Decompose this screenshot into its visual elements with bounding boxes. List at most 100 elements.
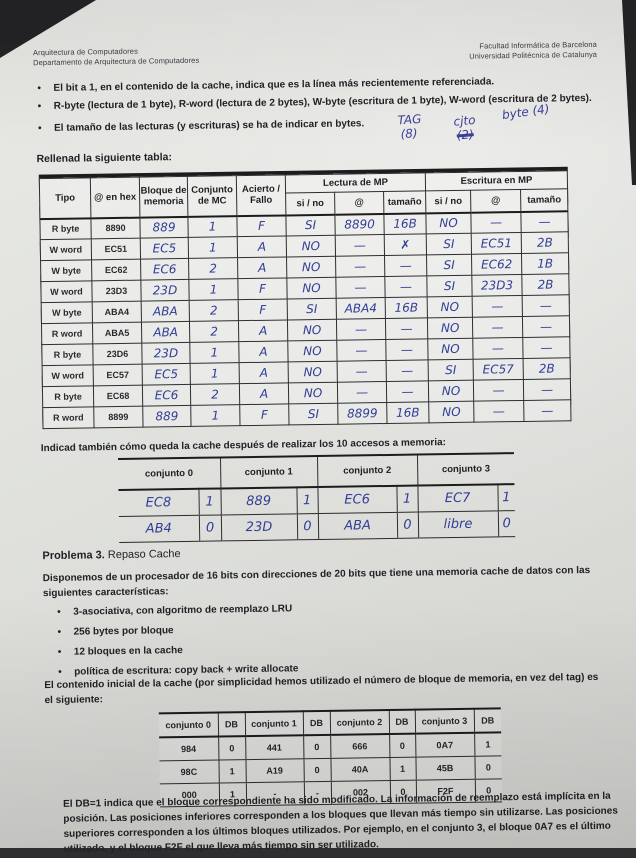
- cell-set: 1: [188, 236, 238, 259]
- cell-db: 1: [389, 757, 416, 781]
- cell-rd-addr: —: [337, 381, 387, 404]
- cell-hex: 23D6: [92, 343, 143, 365]
- cell-block: 23D: [220, 513, 298, 541]
- cell-lru-bit: 0: [296, 513, 319, 540]
- cell-hex: ABA5: [92, 322, 142, 344]
- set-header: conjunto 3: [416, 453, 515, 486]
- cell-bloque: EC5: [140, 237, 189, 260]
- col-header-db: DB: [217, 712, 246, 737]
- cell-rd-addr: —: [335, 255, 385, 278]
- cell-hex: 8899: [93, 406, 144, 428]
- cell-wr-sino: NO: [427, 317, 473, 339]
- col-header-set: conjunto 0: [158, 712, 219, 738]
- problema3-title: Problema 3. Repaso Cache: [42, 548, 180, 562]
- cell-rd-addr: ABA4: [336, 297, 386, 320]
- group-header-lectura: Lectura de MP: [285, 172, 426, 193]
- cell-block: 45B: [415, 756, 475, 781]
- cell-hit: A: [239, 361, 289, 384]
- cell-bloque: EC6: [140, 258, 189, 281]
- cell-block: ABA: [317, 512, 398, 540]
- cell-hit: A: [238, 340, 289, 363]
- cell-hit: A: [239, 382, 289, 405]
- col-header-hex: @ en hex: [90, 177, 140, 218]
- cell-hex: 23D3: [91, 280, 142, 302]
- cell-hex: EC68: [93, 385, 143, 407]
- cell-rd-tam: —: [384, 275, 428, 298]
- cell-bloque: ABA: [141, 321, 190, 344]
- cell-tipo: R byte: [39, 217, 92, 240]
- cell-set: 2: [189, 320, 239, 343]
- cell-hex: EC62: [91, 259, 141, 281]
- cell-rd-sino: SI: [288, 403, 339, 425]
- cell-block: 984: [159, 736, 219, 761]
- bullet-item: 3-asociativa, con algoritmo de reemplazo…: [55, 598, 595, 620]
- cell-hit: F: [238, 298, 288, 321]
- cell-rd-tam: —: [385, 317, 428, 340]
- cell-lru-bit: 0: [497, 510, 516, 537]
- cell-rd-sino: NO: [286, 256, 336, 278]
- cell-bloque: EC5: [142, 363, 191, 386]
- cell-rd-sino: NO: [287, 340, 338, 362]
- cell-wr-tam: —: [520, 210, 569, 233]
- cell-wr-sino: NO: [428, 401, 475, 423]
- cell-block: EC8: [118, 488, 199, 517]
- col-header-db: DB: [302, 710, 331, 736]
- cell-wr-addr: —: [473, 400, 525, 423]
- cell-hit: A: [238, 319, 288, 342]
- cell-rd-tam: —: [386, 359, 429, 382]
- cell-block: 40A: [330, 757, 390, 782]
- cell-rd-sino: NO: [286, 235, 336, 257]
- cell-block: 441: [245, 735, 304, 760]
- cell-db: 1: [218, 759, 246, 784]
- cell-rd-sino: NO: [288, 361, 338, 383]
- cell-wr-sino: SI: [428, 359, 474, 381]
- cell-set: 1: [187, 215, 238, 238]
- col-header-wr-sino: si / no: [425, 190, 471, 213]
- cell-rd-addr: —: [337, 360, 387, 383]
- cell-wr-tam: 1B: [521, 252, 569, 275]
- cell-lru-bit: 1: [497, 484, 515, 511]
- cell-wr-tam: —: [522, 294, 570, 317]
- cell-tipo: W word: [42, 364, 94, 387]
- cell-wr-addr: —: [472, 337, 524, 360]
- cell-wr-addr: EC62: [471, 253, 522, 276]
- cell-hex: EC51: [91, 238, 141, 260]
- cell-wr-sino: SI: [426, 254, 472, 276]
- cell-bloque: 889: [139, 216, 189, 239]
- cell-rd-addr: —: [335, 276, 386, 299]
- handwritten-note-cjto: cjto (2): [453, 113, 477, 143]
- cell-wr-addr: —: [472, 295, 523, 318]
- cell-rd-addr: —: [336, 339, 387, 362]
- cell-rd-tam: —: [386, 380, 429, 403]
- cell-wr-sino: NO: [428, 380, 474, 402]
- cell-bloque: 889: [142, 405, 192, 428]
- set-header: conjunto 0: [118, 457, 221, 490]
- cell-hit: F: [236, 214, 287, 237]
- col-header-db: DB: [388, 709, 416, 734]
- col-header-bloque: Bloque de memoria: [139, 176, 188, 218]
- col-header-set: conjunto 3: [414, 708, 475, 734]
- doc-header-left: Arquitectura de Computadores Departament…: [33, 46, 199, 68]
- cell-wr-tam: —: [522, 315, 570, 338]
- cell-hex: ABA4: [92, 301, 142, 323]
- cell-rd-sino: NO: [286, 277, 337, 299]
- cell-wr-tam: —: [523, 378, 571, 401]
- col-header-rd-addr: @: [334, 191, 384, 215]
- cell-block: 666: [330, 733, 390, 759]
- fill-table-label: Rellenad la siguiente tabla:: [36, 151, 172, 166]
- cell-tipo: W byte: [40, 259, 92, 282]
- cell-block: 98C: [159, 760, 219, 784]
- cell-lru-bit: 0: [198, 514, 222, 542]
- cell-set: 1: [190, 362, 240, 385]
- cell-wr-sino: NO: [427, 296, 473, 318]
- cell-set: 1: [188, 278, 239, 301]
- cell-db: 0: [218, 736, 246, 761]
- cache-after-prompt: Indicad también cómo queda la cache desp…: [40, 437, 447, 455]
- cell-wr-tam: 2B: [521, 231, 569, 254]
- cell-hex: EC57: [93, 364, 143, 386]
- problema3-title-number: Problema 3.: [42, 549, 105, 563]
- cell-lru-bit: 1: [198, 488, 221, 516]
- cell-rd-sino: NO: [287, 319, 337, 341]
- access-table: Tipo @ en hex Bloque de memoria Conjunto…: [38, 170, 572, 430]
- col-header-wr-addr: @: [470, 189, 521, 213]
